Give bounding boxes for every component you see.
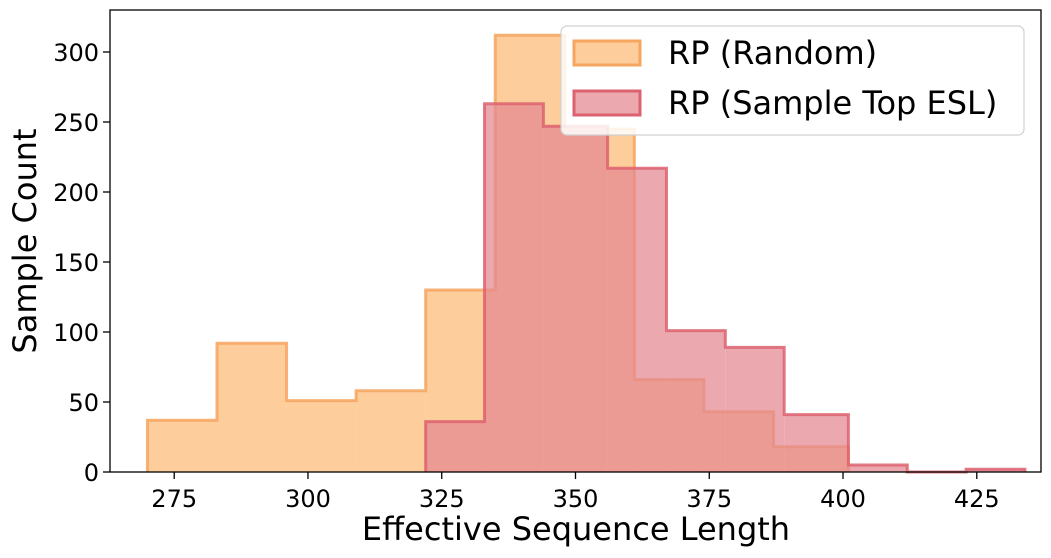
histogram-bar (607, 168, 667, 472)
y-tick-label: 100 (53, 319, 99, 347)
y-tick-label: 250 (53, 109, 99, 137)
y-tick-label: 0 (84, 459, 99, 487)
x-tick-label: 375 (686, 485, 732, 513)
legend: RP (Random) RP (Sample Top ESL) (560, 25, 1025, 136)
series-layer (145, 33, 1027, 474)
x-tick-label: 400 (820, 485, 866, 513)
histogram-bar (286, 400, 357, 472)
histogram-bar (356, 390, 426, 472)
y-axis-title: Sample Count (6, 128, 44, 353)
histogram-bar (848, 465, 908, 472)
x-tick-label: 275 (151, 485, 197, 513)
x-axis-title: Effective Sequence Length (362, 510, 790, 548)
histogram-bar (784, 414, 849, 472)
histogram-bar (484, 103, 544, 473)
x-tick-label: 300 (285, 485, 331, 513)
legend-box (560, 25, 1025, 136)
x-tick-label: 425 (954, 485, 1000, 513)
histogram-bar (147, 420, 218, 472)
legend-label: RP (Random) (668, 34, 877, 72)
legend-entries: RP (Random) RP (Sample Top ESL) (572, 34, 997, 122)
legend-swatch (572, 89, 642, 117)
y-tick-label: 200 (53, 179, 99, 207)
series-2 (424, 102, 1027, 474)
legend-swatch (572, 39, 642, 67)
x-tick-label: 325 (419, 485, 465, 513)
histogram-bar (217, 343, 287, 472)
histogram-bar (425, 421, 485, 472)
y-tick-label: 150 (53, 249, 99, 277)
histogram-bar (725, 347, 785, 472)
y-tick-label: 50 (68, 389, 99, 417)
histogram-bar (666, 330, 726, 472)
legend-label: RP (Sample Top ESL) (668, 84, 997, 122)
x-tick-label: 350 (553, 485, 599, 513)
y-tick-label: 300 (53, 39, 99, 67)
histogram-bar (543, 126, 608, 472)
ticks-layer: 275 300 325 350 375 400 425 0 50 100 150 200 250 300 (53, 39, 1000, 513)
